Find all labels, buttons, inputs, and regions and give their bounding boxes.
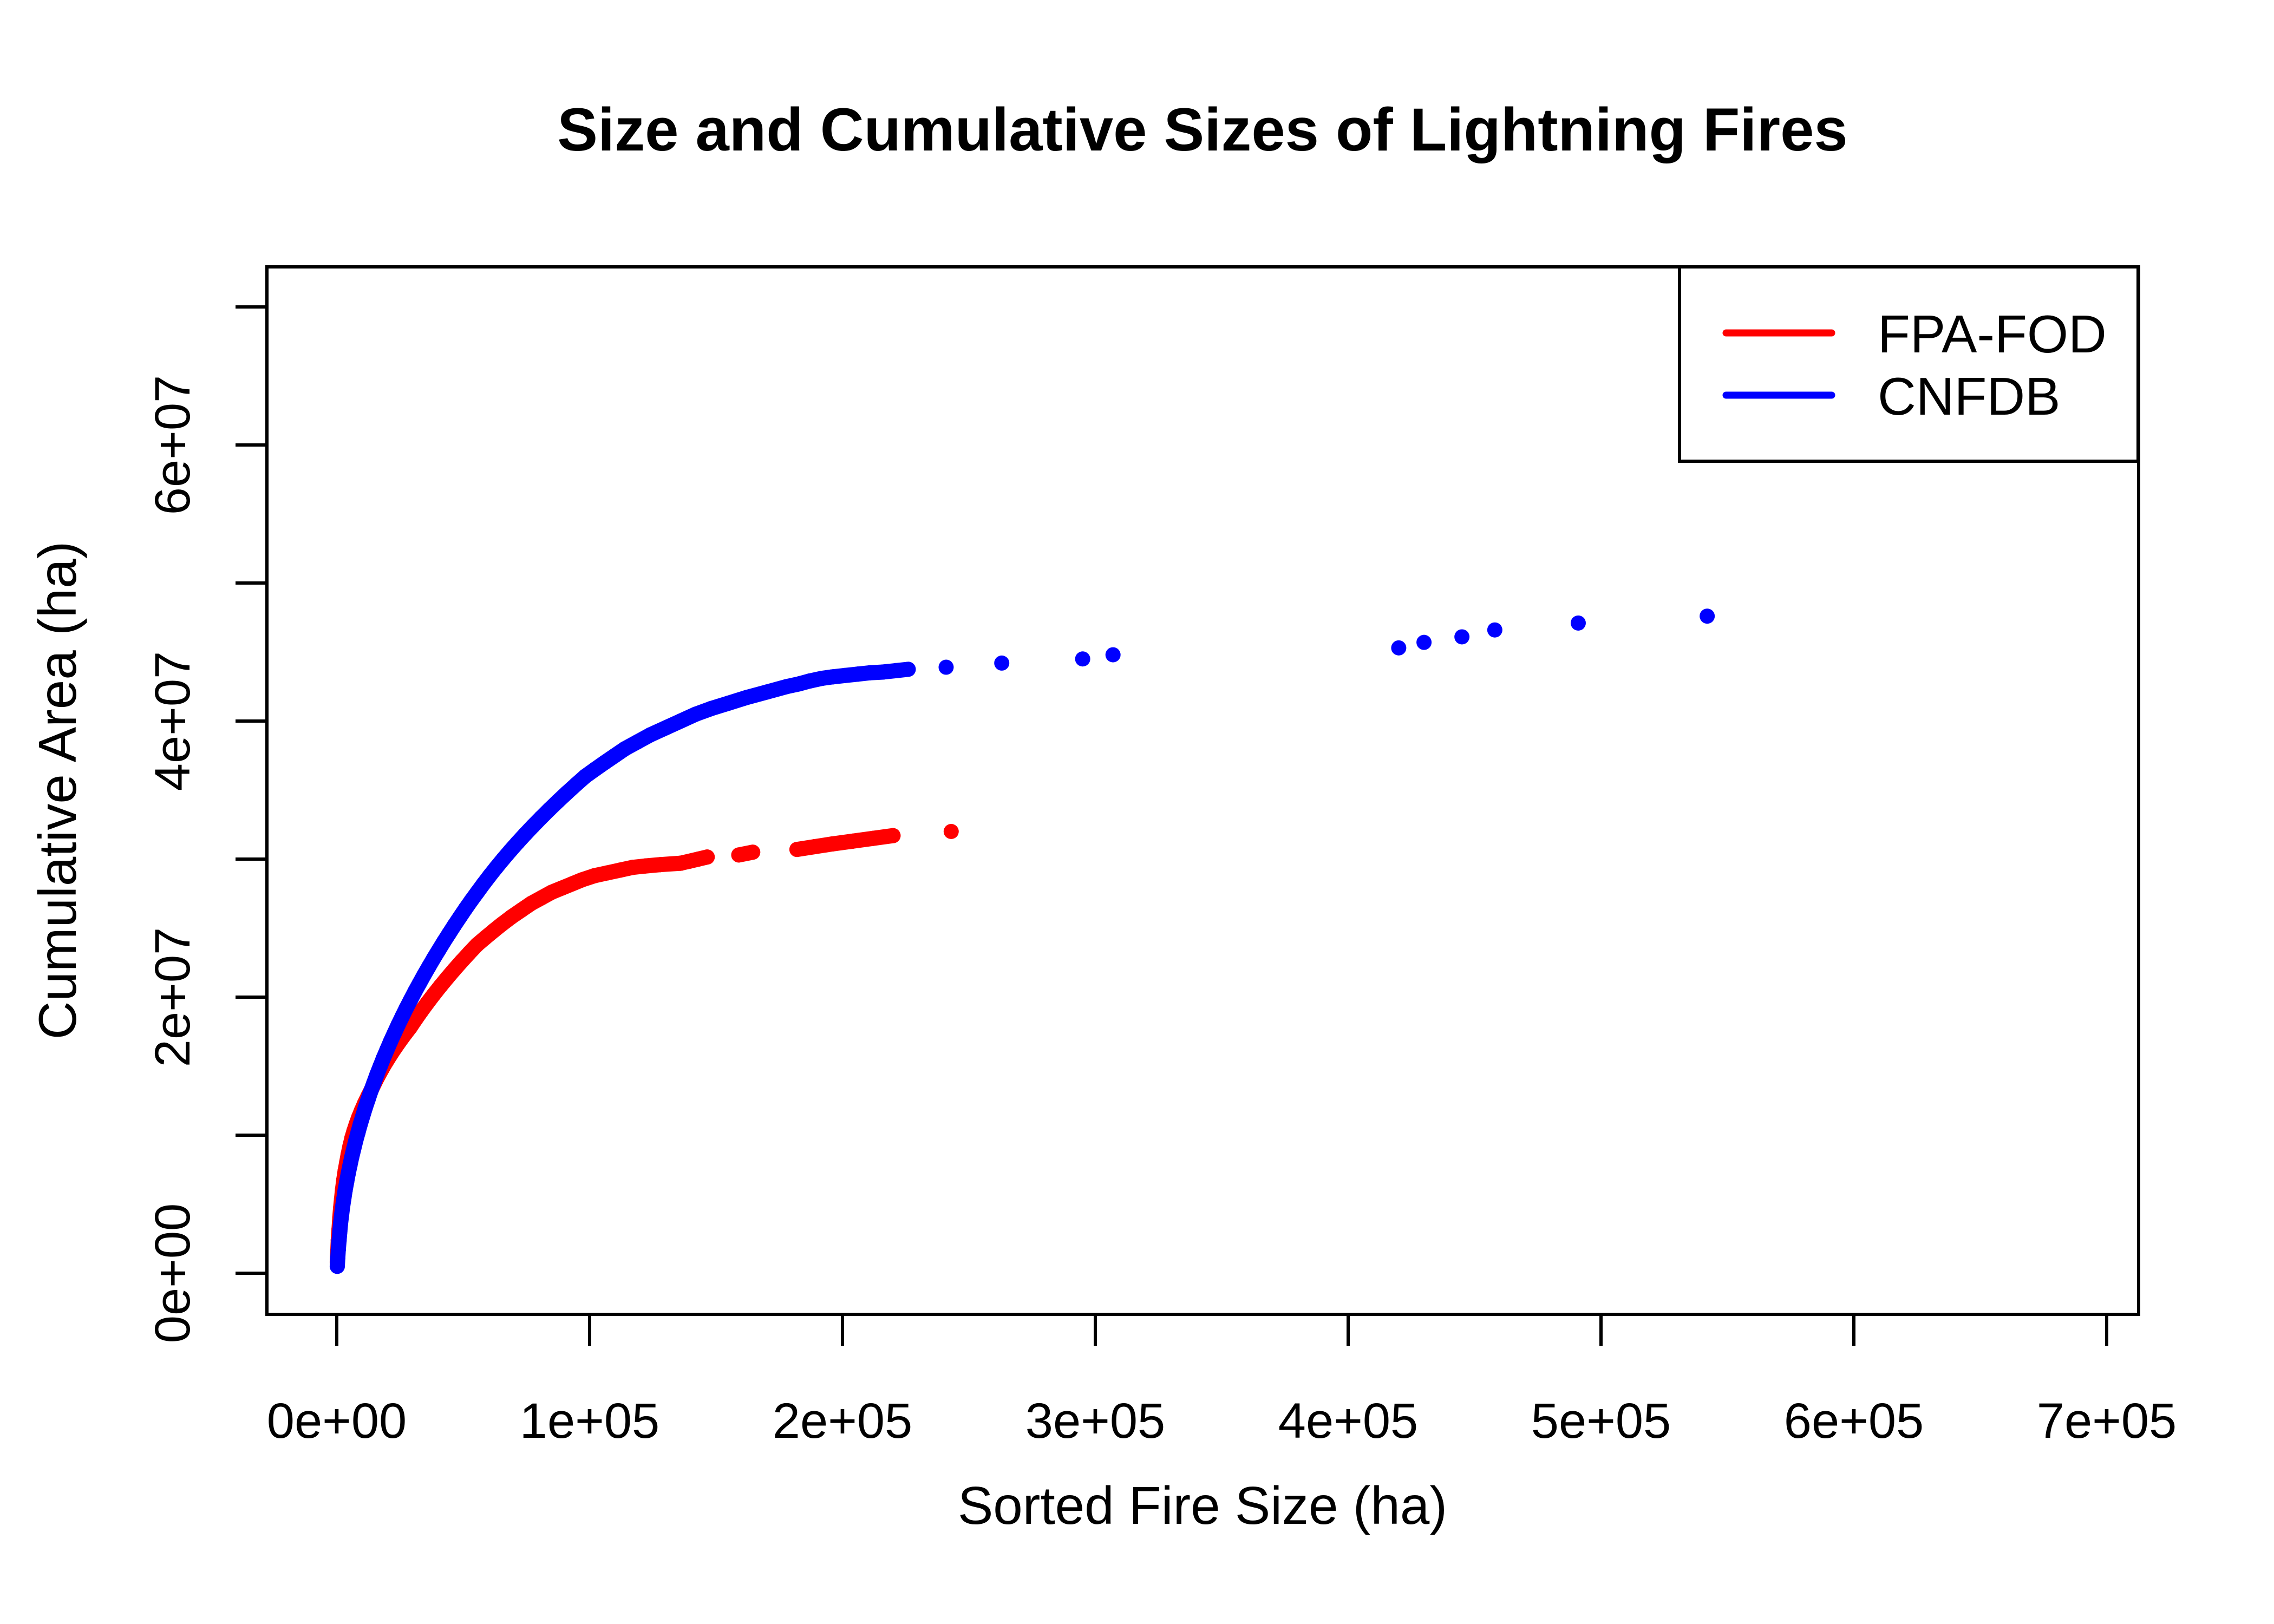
- x-tick-label: 3e+05: [1025, 1393, 1165, 1449]
- data-point: [837, 667, 853, 683]
- data-series-layer: [329, 608, 1715, 1274]
- x-axis-ticks: 0e+00 1e+05 2e+05 3e+05 4e+05 5e+05 6e+05 7e+05: [267, 1314, 2177, 1449]
- data-point: [658, 720, 674, 736]
- data-point: [617, 741, 633, 756]
- data-point: [731, 847, 747, 863]
- data-point: [1454, 629, 1470, 645]
- x-tick-label: 2e+05: [773, 1393, 912, 1449]
- y-tick-label: 0e+00: [145, 1203, 200, 1343]
- x-tick-label: 4e+05: [1278, 1393, 1418, 1449]
- data-point: [1570, 615, 1586, 631]
- data-point: [1487, 622, 1502, 638]
- y-tick-label: 2e+07: [145, 927, 200, 1067]
- x-tick-label: 0e+00: [267, 1393, 407, 1449]
- data-point: [703, 701, 719, 717]
- data-point: [759, 684, 774, 700]
- data-point: [802, 673, 818, 689]
- data-point: [994, 655, 1010, 671]
- data-point: [943, 824, 959, 839]
- data-point: [888, 663, 904, 678]
- y-axis-ticks: 0e+00 2e+07 4e+07 6e+07: [145, 305, 267, 1343]
- data-point: [652, 857, 668, 873]
- data-point: [862, 665, 878, 680]
- data-point: [700, 849, 715, 865]
- y-axis-title: Cumulative Area (ha): [28, 541, 87, 1040]
- data-point: [900, 662, 916, 677]
- data-point: [643, 727, 658, 743]
- data-point: [789, 842, 805, 857]
- data-point: [599, 865, 615, 881]
- data-point: [745, 844, 761, 860]
- data-point: [673, 713, 689, 729]
- x-tick-label: 5e+05: [1531, 1393, 1671, 1449]
- data-point: [779, 679, 795, 695]
- data-point: [625, 860, 641, 875]
- data-point: [875, 664, 891, 680]
- series-fpa-fod: [329, 824, 959, 1270]
- data-point: [688, 706, 704, 722]
- data-point: [807, 839, 822, 855]
- data-point: [637, 858, 653, 874]
- data-point: [850, 666, 866, 682]
- legend-label-cnfdb: CNFDB: [1878, 366, 2061, 426]
- x-axis-title: Sorted Fire Size (ha): [958, 1476, 1447, 1535]
- x-tick-label: 1e+05: [520, 1393, 659, 1449]
- data-point: [739, 690, 754, 705]
- chart-title: Size and Cumulative Sizes of Lightning F…: [557, 96, 1847, 163]
- x-tick-label: 7e+05: [2037, 1393, 2177, 1449]
- data-point: [1416, 634, 1432, 650]
- x-tick-label: 6e+05: [1784, 1393, 1924, 1449]
- y-tick-label: 4e+07: [145, 651, 200, 791]
- data-point: [612, 862, 628, 878]
- data-point: [587, 868, 603, 883]
- data-point: [1700, 608, 1715, 624]
- series-cnfdb: [329, 608, 1715, 1274]
- data-point: [865, 830, 881, 846]
- data-point: [825, 836, 840, 852]
- data-point: [574, 872, 590, 888]
- data-point: [721, 695, 736, 711]
- data-point: [885, 828, 901, 843]
- legend-box: [1678, 265, 2140, 463]
- data-point: [1391, 640, 1407, 656]
- data-point: [845, 833, 860, 849]
- plot-box: [265, 265, 2140, 1316]
- y-tick-label: 6e+07: [145, 375, 200, 515]
- data-point: [825, 669, 840, 685]
- data-point: [938, 659, 954, 675]
- data-point: [1075, 651, 1090, 667]
- data-point: [630, 734, 645, 750]
- legend-label-fpa-fod: FPA-FOD: [1878, 304, 2107, 364]
- data-point: [1105, 647, 1121, 663]
